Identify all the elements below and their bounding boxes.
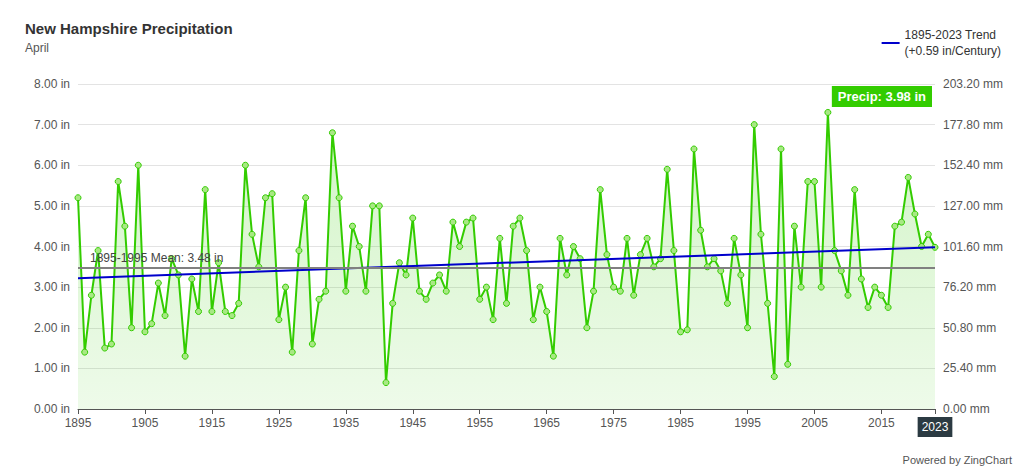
svg-text:1925: 1925	[266, 416, 293, 430]
svg-text:1945: 1945	[399, 416, 426, 430]
svg-text:Powered by ZingChart: Powered by ZingChart	[903, 454, 1012, 466]
svg-text:1895-1995 Mean: 3.48 in: 1895-1995 Mean: 3.48 in	[90, 251, 223, 265]
svg-text:2023: 2023	[922, 420, 949, 434]
svg-text:1995: 1995	[734, 416, 761, 430]
svg-text:3.00 in: 3.00 in	[34, 280, 70, 294]
svg-text:April: April	[25, 41, 49, 55]
svg-text:8.00 in: 8.00 in	[34, 77, 70, 91]
svg-text:4.00 in: 4.00 in	[34, 240, 70, 254]
svg-text:2015: 2015	[868, 416, 895, 430]
svg-text:1895: 1895	[65, 416, 92, 430]
svg-text:76.20 mm: 76.20 mm	[943, 280, 996, 294]
svg-text:1985: 1985	[667, 416, 694, 430]
svg-text:1935: 1935	[332, 416, 359, 430]
svg-text:1.00 in: 1.00 in	[34, 361, 70, 375]
svg-text:5.00 in: 5.00 in	[34, 199, 70, 213]
svg-text:25.40 mm: 25.40 mm	[943, 361, 996, 375]
svg-text:50.80 mm: 50.80 mm	[943, 321, 996, 335]
svg-text:0.00 in: 0.00 in	[34, 402, 70, 416]
svg-text:1965: 1965	[533, 416, 560, 430]
svg-text:1955: 1955	[466, 416, 493, 430]
svg-text:1895-2023 Trend: 1895-2023 Trend	[905, 28, 996, 42]
svg-text:(+0.59 in/Century): (+0.59 in/Century)	[905, 44, 1001, 58]
svg-text:101.60 mm: 101.60 mm	[943, 240, 1003, 254]
svg-text:203.20 mm: 203.20 mm	[943, 77, 1003, 91]
svg-text:0.00 mm: 0.00 mm	[943, 402, 990, 416]
svg-text:127.00 mm: 127.00 mm	[943, 199, 1003, 213]
svg-text:2.00 in: 2.00 in	[34, 321, 70, 335]
svg-text:2005: 2005	[801, 416, 828, 430]
svg-text:1915: 1915	[199, 416, 226, 430]
svg-text:7.00 in: 7.00 in	[34, 118, 70, 132]
svg-text:152.40 mm: 152.40 mm	[943, 158, 1003, 172]
svg-text:177.80 mm: 177.80 mm	[943, 118, 1003, 132]
svg-text:New Hampshire Precipitation: New Hampshire Precipitation	[25, 20, 233, 37]
svg-text:6.00 in: 6.00 in	[34, 158, 70, 172]
svg-text:1975: 1975	[600, 416, 627, 430]
svg-text:1905: 1905	[132, 416, 159, 430]
svg-text:Precip: 3.98 in: Precip: 3.98 in	[838, 89, 926, 104]
